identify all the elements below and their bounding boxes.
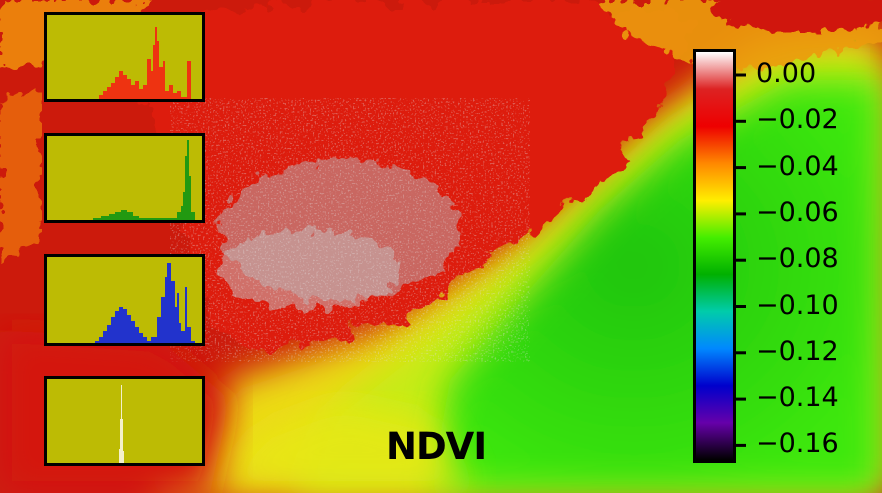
colorbar-label-7: −0.14	[756, 382, 839, 414]
colorbar-label-3: −0.06	[756, 196, 839, 228]
colorbar-label-6: −0.12	[756, 335, 839, 367]
histogram-red	[44, 12, 205, 102]
histogram-green-bars	[93, 140, 195, 220]
scene-top-right-red	[710, 0, 882, 32]
colorbar-label-4: −0.08	[756, 243, 839, 275]
scene-green-zone	[430, 80, 882, 493]
ndvi-title: NDVI	[386, 425, 487, 468]
scene-left-fringe	[0, 90, 40, 260]
colorbar-label-2: −0.04	[756, 150, 839, 182]
colorbar-label-0: 0.00	[756, 58, 817, 89]
scene-speckle-noise	[200, 120, 500, 340]
histogram-blue	[44, 254, 205, 346]
colorbar-label-8: −0.16	[756, 428, 839, 460]
histogram-green	[44, 133, 205, 223]
scene-yellow-band	[210, 400, 470, 493]
histogram-ndvi-bars	[119, 385, 124, 463]
histogram-blue-bars	[95, 263, 195, 343]
colorbar	[693, 49, 736, 463]
colorbar-label-1: −0.02	[756, 104, 839, 136]
histogram-red-bars	[99, 27, 191, 99]
histogram-ndvi	[44, 376, 205, 466]
colorbar-label-5: −0.10	[756, 289, 839, 321]
